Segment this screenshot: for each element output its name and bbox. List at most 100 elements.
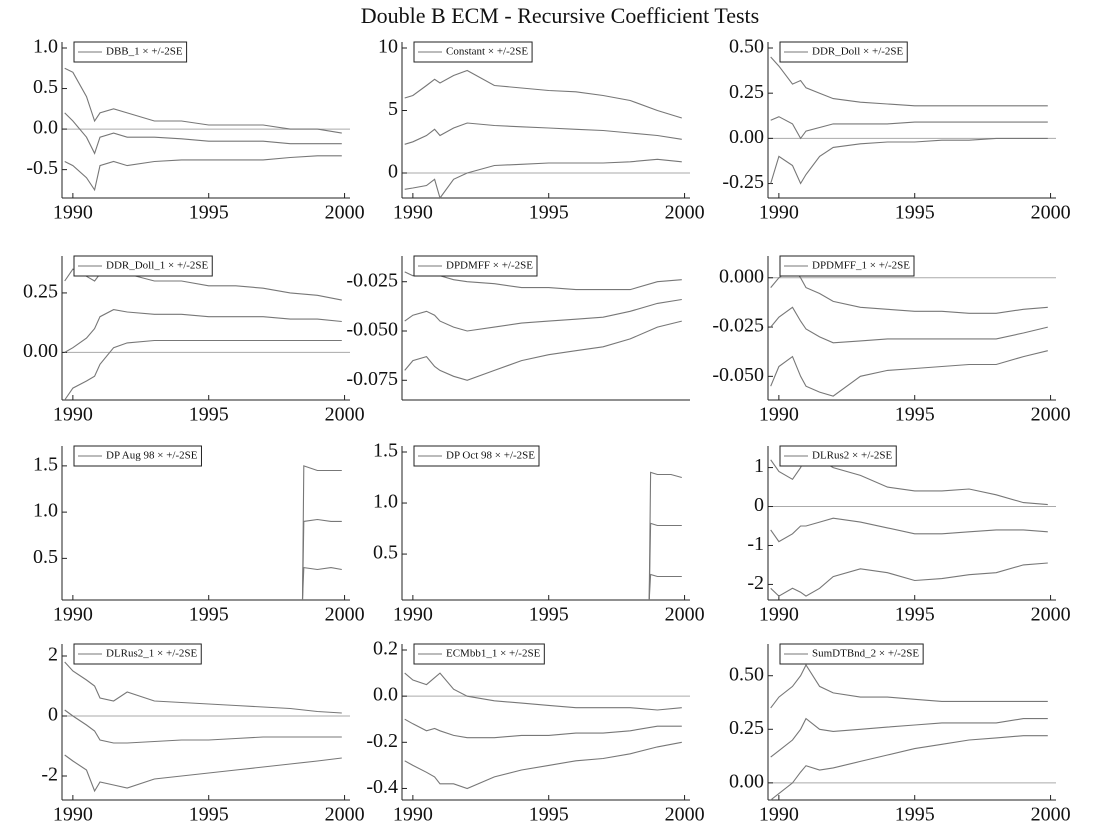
panel: 0.50 0.25 0.00 1990 1995 2000 SumDTBnd_2 × +/-…: [729, 643, 1071, 826]
x-tick-label: 1990: [53, 404, 93, 426]
y-tick-label: 0.000: [719, 265, 764, 287]
x-tick-label: 1990: [393, 804, 433, 826]
legend-box: [73, 41, 188, 63]
series-line: [404, 69, 682, 119]
y-tick-label: 0.25: [23, 281, 58, 303]
series-line: [648, 471, 682, 601]
y-tick-label: 1: [754, 455, 764, 477]
series-line: [404, 672, 682, 711]
series-line: [770, 562, 1048, 597]
panel: -0.025 -0.050 -0.075 DPDMFF × +/-2SE: [346, 255, 690, 401]
x-tick-label: 1990: [393, 202, 433, 224]
series-line: [64, 709, 342, 744]
series-line: [404, 718, 682, 739]
series-line: [404, 741, 682, 790]
legend-box: [413, 41, 533, 63]
series-line: [64, 339, 342, 401]
legend-label: DLRus2 × +/-2SE: [812, 450, 893, 462]
y-tick-label: 1.5: [373, 440, 398, 462]
series-line: [770, 116, 1048, 140]
y-tick-label: 2: [48, 644, 58, 666]
legend-label: DDR_Doll × +/-2SE: [812, 46, 904, 58]
legend-label: DPDMFF_1 × +/-2SE: [812, 260, 910, 272]
panel: 1 0 -1 -2 1990 1995 2000 DLRus2 × +/-2SE: [747, 445, 1071, 626]
panel: 2 0 -2 1990 1995 2000 DLRus2_1 × +/-2SE: [41, 643, 365, 826]
series-line: [770, 735, 1048, 801]
series-line: [648, 522, 682, 601]
series-line: [64, 661, 342, 714]
legend: DDR_Doll_1 × +/-2SE: [73, 255, 213, 277]
legend-label: SumDTBnd_2 × +/-2SE: [812, 648, 919, 660]
legend: ECMbb1_1 × +/-2SE: [413, 643, 545, 665]
y-tick-label: 0.5: [33, 76, 58, 98]
series-line: [64, 112, 342, 155]
panel: 1.5 1.0 0.5 1990 1995 2000 DP Aug 98 × +/-2SE: [33, 445, 365, 626]
series-line: [301, 518, 342, 601]
legend: DBB_1 × +/-2SE: [73, 41, 188, 63]
legend: DPDMFF_1 × +/-2SE: [779, 255, 915, 277]
legend-label: DDR_Doll_1 × +/-2SE: [106, 260, 209, 272]
series-line: [648, 573, 682, 601]
y-tick-label: 0: [48, 704, 58, 726]
legend: DLRus2_1 × +/-2SE: [73, 643, 202, 665]
legend-label: DLRus2_1 × +/-2SE: [106, 648, 198, 660]
x-tick-label: 2000: [665, 604, 705, 626]
x-tick-label: 1990: [759, 604, 799, 626]
legend: DP Oct 98 × +/-2SE: [413, 445, 540, 467]
y-tick-label: 0.0: [33, 117, 58, 139]
x-tick-label: 1990: [393, 604, 433, 626]
x-tick-label: 1995: [895, 404, 935, 426]
series-line: [770, 137, 1048, 185]
series-line: [770, 455, 1048, 506]
series-line: [64, 155, 342, 192]
series-line: [64, 67, 342, 134]
legend-box: [779, 643, 924, 665]
legend-label: DPDMFF × +/-2SE: [446, 260, 533, 272]
series-line: [404, 298, 682, 332]
y-tick-label: 0.25: [729, 81, 764, 103]
x-tick-label: 1995: [895, 804, 935, 826]
legend-box: [73, 255, 213, 277]
legend: DP Aug 98 × +/-2SE: [73, 445, 202, 467]
series-line: [404, 122, 682, 145]
legend-label: Constant × +/-2SE: [446, 46, 528, 58]
y-tick-label: -0.5: [26, 157, 58, 179]
x-tick-label: 2000: [665, 804, 705, 826]
panel: 1.5 1.0 0.5 1990 1995 2000 DP Oct 98 × +/-2SE: [373, 440, 705, 626]
y-tick-label: -1: [747, 533, 764, 555]
y-tick-label: 1.0: [373, 491, 398, 513]
panel: 10 5 0 1990 1995 2000 Constant × +/-2SE: [378, 36, 705, 224]
y-tick-label: -2: [41, 764, 58, 786]
x-tick-label: 1995: [189, 404, 229, 426]
panel: 0.50 0.25 0.00 -0.25 1990 1995 2000 DDR_Doll × …: [722, 36, 1070, 224]
series-line: [770, 663, 1048, 709]
x-tick-label: 1995: [189, 202, 229, 224]
series-line: [404, 158, 682, 200]
y-tick-label: 0: [754, 494, 764, 516]
x-tick-label: 2000: [1031, 202, 1071, 224]
x-tick-label: 2000: [325, 604, 365, 626]
x-tick-label: 1995: [529, 804, 569, 826]
panel: 0.2 0.0 -0.2 -0.4 1990 1995 2000 ECMbb1_1 × +/-…: [366, 638, 704, 826]
y-tick-label: 1.0: [33, 36, 58, 58]
y-tick-label: 0.25: [729, 717, 764, 739]
legend: Constant × +/-2SE: [413, 41, 533, 63]
y-tick-label: -0.075: [346, 368, 398, 390]
y-tick-label: -0.025: [712, 315, 764, 337]
series-line: [770, 306, 1048, 344]
y-tick-label: 0.50: [729, 663, 764, 685]
x-tick-label: 2000: [1031, 404, 1071, 426]
legend: DLRus2 × +/-2SE: [779, 445, 897, 467]
x-tick-label: 1995: [189, 804, 229, 826]
x-tick-label: 2000: [665, 202, 705, 224]
x-tick-label: 1995: [529, 202, 569, 224]
y-tick-label: -0.050: [346, 319, 398, 341]
y-tick-label: -0.2: [366, 730, 398, 752]
legend: DDR_Doll × +/-2SE: [779, 41, 908, 63]
y-tick-label: 0.2: [373, 638, 398, 660]
y-tick-label: 0: [388, 161, 398, 183]
y-tick-label: -0.050: [712, 364, 764, 386]
legend-box: [413, 445, 540, 467]
